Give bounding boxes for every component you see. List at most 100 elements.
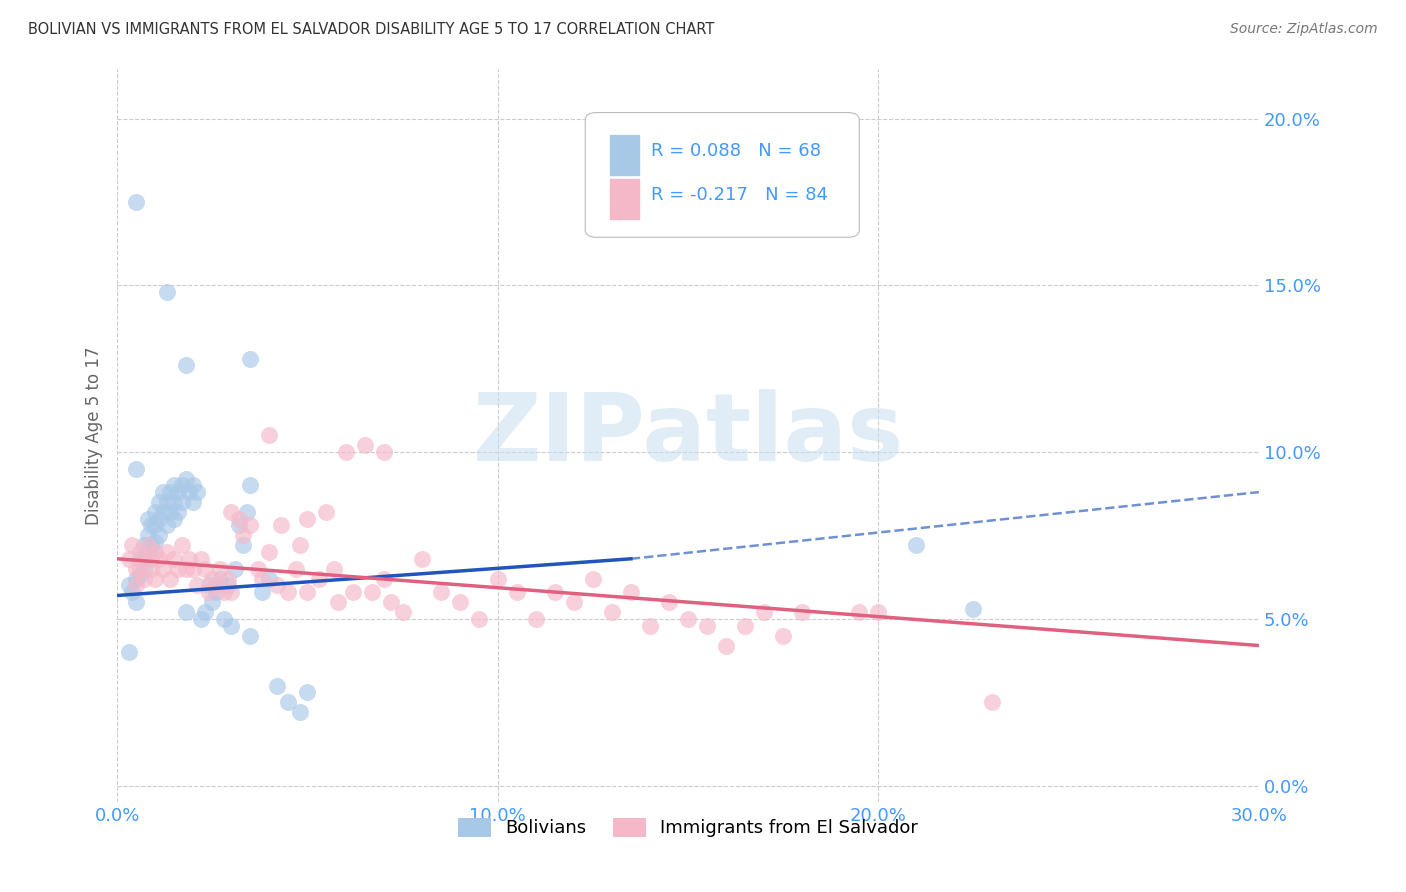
Point bbox=[239, 628, 262, 642]
Point bbox=[429, 585, 451, 599]
Point bbox=[620, 585, 643, 599]
Point bbox=[250, 572, 273, 586]
Point bbox=[323, 562, 346, 576]
Y-axis label: Disability Age 5 to 17: Disability Age 5 to 17 bbox=[86, 346, 103, 524]
Point bbox=[212, 612, 235, 626]
Point bbox=[259, 545, 281, 559]
Point bbox=[148, 528, 170, 542]
Text: R = -0.217   N = 84: R = -0.217 N = 84 bbox=[651, 186, 828, 203]
Point bbox=[125, 562, 148, 576]
Point bbox=[600, 605, 623, 619]
Point bbox=[217, 572, 239, 586]
Point bbox=[201, 572, 224, 586]
Point bbox=[143, 545, 166, 559]
Point bbox=[170, 478, 193, 492]
Point bbox=[228, 512, 250, 526]
Point bbox=[353, 438, 375, 452]
Point bbox=[411, 551, 433, 566]
Point bbox=[156, 285, 179, 299]
Point bbox=[582, 572, 605, 586]
Point bbox=[156, 545, 179, 559]
Point bbox=[143, 535, 166, 549]
Point bbox=[152, 485, 174, 500]
Point bbox=[148, 495, 170, 509]
Point bbox=[714, 639, 737, 653]
Point bbox=[506, 585, 529, 599]
Point bbox=[232, 528, 254, 542]
Point bbox=[159, 485, 181, 500]
Point bbox=[190, 612, 212, 626]
Point bbox=[152, 562, 174, 576]
Point bbox=[186, 485, 208, 500]
Point bbox=[167, 505, 190, 519]
Point bbox=[117, 645, 139, 659]
Point bbox=[141, 551, 163, 566]
Point bbox=[136, 528, 159, 542]
Point bbox=[696, 618, 718, 632]
Point bbox=[125, 194, 148, 209]
Point bbox=[125, 595, 148, 609]
Point bbox=[658, 595, 681, 609]
Point bbox=[208, 572, 231, 586]
Point bbox=[373, 572, 395, 586]
Point bbox=[277, 585, 299, 599]
Point bbox=[121, 538, 143, 552]
Point bbox=[163, 495, 186, 509]
Point bbox=[239, 478, 262, 492]
Point bbox=[121, 585, 143, 599]
Point bbox=[228, 518, 250, 533]
Point bbox=[167, 562, 190, 576]
Point bbox=[373, 445, 395, 459]
Point bbox=[752, 605, 775, 619]
Point bbox=[141, 518, 163, 533]
Point bbox=[132, 572, 155, 586]
Point bbox=[174, 472, 197, 486]
Point bbox=[194, 605, 217, 619]
Point bbox=[152, 505, 174, 519]
Point bbox=[125, 572, 148, 586]
Text: Source: ZipAtlas.com: Source: ZipAtlas.com bbox=[1230, 22, 1378, 37]
Point bbox=[868, 605, 890, 619]
Point bbox=[125, 578, 148, 592]
Point bbox=[117, 578, 139, 592]
Point bbox=[141, 538, 163, 552]
Point bbox=[208, 562, 231, 576]
Point bbox=[159, 505, 181, 519]
Point bbox=[136, 545, 159, 559]
Point bbox=[792, 605, 814, 619]
Text: R = 0.088   N = 68: R = 0.088 N = 68 bbox=[651, 142, 821, 160]
Point bbox=[181, 495, 204, 509]
Point bbox=[129, 551, 152, 566]
Point bbox=[129, 568, 152, 582]
Point bbox=[235, 505, 257, 519]
Point bbox=[163, 512, 186, 526]
Point bbox=[544, 585, 567, 599]
Point bbox=[179, 551, 201, 566]
Point bbox=[163, 478, 186, 492]
Point bbox=[205, 585, 228, 599]
Point bbox=[224, 562, 246, 576]
Point bbox=[212, 585, 235, 599]
Point bbox=[217, 578, 239, 592]
Point bbox=[380, 595, 402, 609]
Point bbox=[734, 618, 756, 632]
Point bbox=[297, 512, 319, 526]
Point bbox=[136, 512, 159, 526]
FancyBboxPatch shape bbox=[585, 112, 859, 237]
Point bbox=[962, 602, 984, 616]
Point bbox=[676, 612, 699, 626]
Point bbox=[391, 605, 413, 619]
Point bbox=[772, 628, 794, 642]
Point bbox=[132, 551, 155, 566]
Point bbox=[174, 359, 197, 373]
Point bbox=[181, 478, 204, 492]
Bar bbox=[610, 135, 638, 175]
Point bbox=[143, 572, 166, 586]
Text: ZIPatlas: ZIPatlas bbox=[472, 390, 904, 482]
Point bbox=[232, 538, 254, 552]
Point bbox=[266, 578, 288, 592]
Point bbox=[174, 562, 197, 576]
Point bbox=[239, 518, 262, 533]
Point bbox=[190, 551, 212, 566]
Point bbox=[174, 605, 197, 619]
